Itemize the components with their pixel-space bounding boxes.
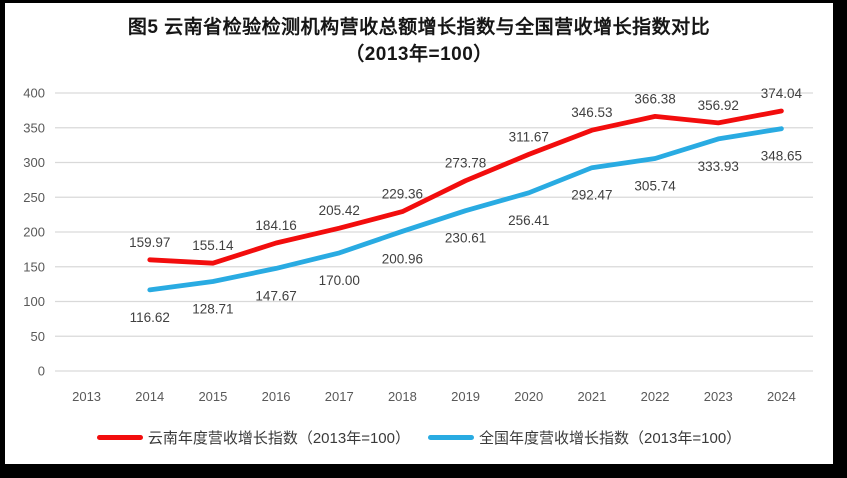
x-tick-label: 2016 (262, 389, 291, 404)
x-tick-label: 2013 (72, 389, 101, 404)
data-label: 205.42 (319, 203, 360, 218)
x-tick-label: 2022 (641, 389, 670, 404)
x-tick-label: 2018 (388, 389, 417, 404)
data-label: 159.97 (129, 235, 170, 250)
data-label: 292.47 (571, 188, 612, 203)
data-label: 366.38 (634, 91, 675, 106)
data-label: 128.71 (192, 302, 233, 317)
chart-title-line1: 图5 云南省检验检测机构营收总额增长指数与全国营收增长指数对比 (127, 17, 711, 38)
line-chart-plot-area: 0 50 100 150 200 250 300 350 400 2013 2014 2015 2016… (23, 86, 813, 404)
y-tick-label: 50 (31, 329, 45, 344)
y-tick-label: 350 (23, 120, 45, 135)
data-label: 273.78 (445, 156, 486, 171)
y-tick-label: 400 (23, 86, 45, 101)
chart-legend: 云南年度营收增长指数（2013年=100） 全国年度营收增长指数（2013年=1… (5, 426, 833, 448)
legend-item-national: 全国年度营收增长指数（2013年=100） (428, 427, 741, 448)
legend-item-yunnan: 云南年度营收增长指数（2013年=100） (96, 427, 410, 448)
series-line-1 (147, 126, 784, 293)
data-label: 333.93 (698, 159, 739, 174)
data-label: 155.14 (192, 238, 234, 253)
chart-canvas: 图5 云南省检验检测机构营收总额增长指数与全国营收增长指数对比 （2013年=1… (5, 3, 833, 464)
national-line-swatch-icon (428, 434, 474, 440)
series-line-0 (147, 108, 784, 266)
data-label: 147.67 (255, 288, 296, 303)
data-label: 170.00 (319, 273, 360, 288)
y-tick-label: 250 (23, 190, 45, 205)
data-label: 116.62 (130, 310, 170, 325)
data-label: 230.61 (445, 231, 486, 246)
x-tick-label: 2019 (451, 389, 480, 404)
data-label: 305.74 (634, 179, 676, 194)
data-label: 348.65 (761, 149, 802, 164)
x-tick-label: 2024 (767, 389, 796, 404)
x-tick-label: 2023 (704, 389, 733, 404)
x-tick-label: 2017 (325, 389, 354, 404)
legend-label-yunnan: 云南年度营收增长指数（2013年=100） (147, 429, 410, 447)
legend-label-national: 全国年度营收增长指数（2013年=100） (479, 429, 742, 447)
x-tick-label: 2020 (514, 389, 543, 404)
data-label: 256.41 (508, 213, 549, 228)
data-label: 311.67 (509, 129, 549, 144)
y-tick-label: 200 (23, 225, 45, 240)
chart-title-line2: （2013年=100） (345, 44, 493, 65)
chart-title: 图5 云南省检验检测机构营收总额增长指数与全国营收增长指数对比 （2013年=1… (5, 14, 833, 68)
y-tick-label: 0 (38, 364, 45, 379)
data-label: 229.36 (382, 187, 423, 202)
y-tick-label: 150 (23, 259, 45, 274)
x-tick-label: 2014 (135, 389, 164, 404)
y-tick-label: 100 (23, 294, 45, 309)
data-label: 346.53 (571, 105, 612, 120)
data-label: 356.92 (698, 98, 739, 113)
data-label: 184.16 (255, 218, 296, 233)
y-tick-label: 300 (23, 155, 45, 170)
x-tick-label: 2021 (577, 389, 606, 404)
data-label: 374.04 (761, 86, 803, 101)
yunnan-line-swatch-icon (96, 434, 143, 440)
x-tick-label: 2015 (198, 389, 227, 404)
data-label: 200.96 (382, 251, 423, 266)
